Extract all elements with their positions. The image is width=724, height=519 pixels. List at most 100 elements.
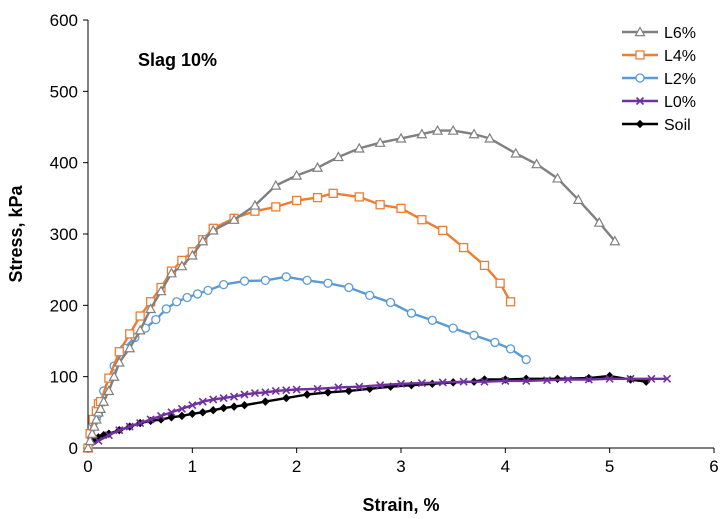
series-l6-point bbox=[197, 235, 209, 246]
series-l6-point bbox=[312, 161, 324, 172]
series-l2-point bbox=[161, 304, 171, 314]
series-l6-point bbox=[510, 147, 522, 158]
series-l0-point bbox=[605, 374, 614, 383]
x-axis-title: Strain, % bbox=[362, 495, 439, 515]
x-tick-label: 1 bbox=[188, 457, 197, 476]
y-ticks: 0 100 200 300 400 500 600 bbox=[50, 11, 88, 458]
series-soil-point bbox=[219, 403, 228, 413]
series-l2-point bbox=[344, 282, 354, 293]
series-l4-point bbox=[505, 297, 516, 307]
legend-label: L6% bbox=[664, 25, 696, 42]
series-l6-point bbox=[145, 303, 157, 314]
series-l6-point bbox=[134, 324, 146, 335]
series-l6-point bbox=[551, 172, 564, 183]
series-l6-point bbox=[165, 267, 177, 278]
series-l0-point bbox=[209, 395, 218, 404]
series-layer bbox=[82, 124, 672, 453]
series-l4-point bbox=[495, 278, 505, 288]
series-l4-point bbox=[417, 215, 427, 225]
series-soil-point bbox=[198, 408, 207, 417]
series-l6-point bbox=[609, 235, 621, 246]
series-l2-point bbox=[365, 290, 375, 300]
series-l6-point bbox=[291, 169, 303, 180]
series-l2-point bbox=[448, 323, 458, 333]
series-l0-point bbox=[136, 418, 145, 428]
series-l0-point bbox=[177, 404, 186, 413]
series-l4-point bbox=[458, 242, 469, 253]
series-l2-point bbox=[192, 289, 203, 299]
series-l2-point bbox=[182, 292, 192, 303]
series-l2-point bbox=[469, 330, 479, 340]
series-l6-point bbox=[270, 179, 282, 190]
legend-label: Soil bbox=[664, 117, 691, 134]
y-tick-label: 100 bbox=[50, 368, 78, 387]
series-l0 bbox=[83, 374, 672, 453]
y-tick-label: 600 bbox=[50, 11, 78, 30]
legend-item-l6: L6% bbox=[622, 25, 696, 42]
series-l0-point bbox=[250, 389, 259, 398]
series-l0-point bbox=[522, 376, 531, 386]
series-l6-point bbox=[468, 128, 480, 139]
series-l2-point bbox=[406, 308, 417, 318]
series-soil-point bbox=[240, 400, 249, 410]
series-l2-point bbox=[218, 279, 229, 290]
series-l2-point bbox=[151, 314, 161, 325]
series-l6-point bbox=[593, 216, 605, 227]
series-l4 bbox=[83, 188, 516, 453]
series-l0-point bbox=[563, 375, 572, 384]
series-l0-point bbox=[271, 386, 280, 395]
series-l0-point bbox=[230, 392, 239, 401]
series-l0-point bbox=[480, 377, 489, 386]
legend-l4-point bbox=[635, 50, 645, 60]
series-l4-point bbox=[375, 200, 385, 210]
series-l2-point bbox=[260, 275, 271, 286]
series-l4-point bbox=[479, 260, 490, 271]
series-l4-point bbox=[328, 188, 338, 198]
y-tick-label: 0 bbox=[69, 439, 78, 458]
series-l0-point bbox=[261, 388, 270, 397]
legend-item-soil: Soil bbox=[622, 117, 691, 134]
series-l2-point bbox=[302, 275, 312, 286]
series-l6-point bbox=[84, 435, 96, 446]
series-l6-point bbox=[98, 395, 110, 406]
series-l0-point bbox=[219, 394, 228, 403]
series-l6-point bbox=[353, 142, 365, 153]
series-l2-point bbox=[172, 297, 182, 307]
legend-item-l4: L4% bbox=[622, 48, 696, 65]
legend-label: L0% bbox=[664, 94, 696, 111]
series-l0-point bbox=[146, 415, 155, 424]
series-l4-point bbox=[354, 192, 364, 202]
annotation-label: Slag 10% bbox=[138, 50, 217, 70]
series-l2-point bbox=[385, 297, 396, 308]
series-l4-point bbox=[125, 329, 135, 339]
y-tick-label: 200 bbox=[50, 296, 78, 315]
series-l6-point bbox=[431, 124, 444, 135]
series-l6-point bbox=[249, 199, 261, 210]
series-l6-point bbox=[124, 342, 136, 353]
series-l2-point bbox=[323, 278, 333, 288]
x-tick-label: 4 bbox=[501, 457, 510, 476]
series-l0-point bbox=[334, 383, 343, 392]
series-l2-point bbox=[239, 276, 250, 286]
y-tick-label: 300 bbox=[50, 225, 78, 244]
y-tick-label: 400 bbox=[50, 154, 78, 173]
series-l6-point bbox=[332, 151, 344, 162]
legend-soil-point bbox=[635, 119, 645, 129]
series-l0-point bbox=[198, 397, 207, 406]
x-tick-label: 2 bbox=[292, 457, 301, 476]
x-tick-label: 5 bbox=[605, 457, 614, 476]
series-soil-point bbox=[261, 397, 270, 406]
series-soil-point bbox=[282, 393, 291, 403]
series-soil-point bbox=[177, 411, 187, 421]
series-l0-point bbox=[355, 382, 364, 391]
series-l6-point bbox=[176, 260, 188, 271]
series-l4-point bbox=[396, 203, 406, 213]
series-soil-point bbox=[302, 390, 312, 399]
series-soil-point bbox=[208, 405, 218, 415]
series-l6-point bbox=[86, 427, 98, 438]
series-l0-point bbox=[313, 384, 322, 393]
y-tick-label: 500 bbox=[50, 82, 78, 101]
series-l2-point bbox=[281, 272, 291, 282]
legend-l0-point bbox=[635, 96, 645, 106]
legend: L6% L4% L2% L0% Soil bbox=[622, 25, 696, 134]
